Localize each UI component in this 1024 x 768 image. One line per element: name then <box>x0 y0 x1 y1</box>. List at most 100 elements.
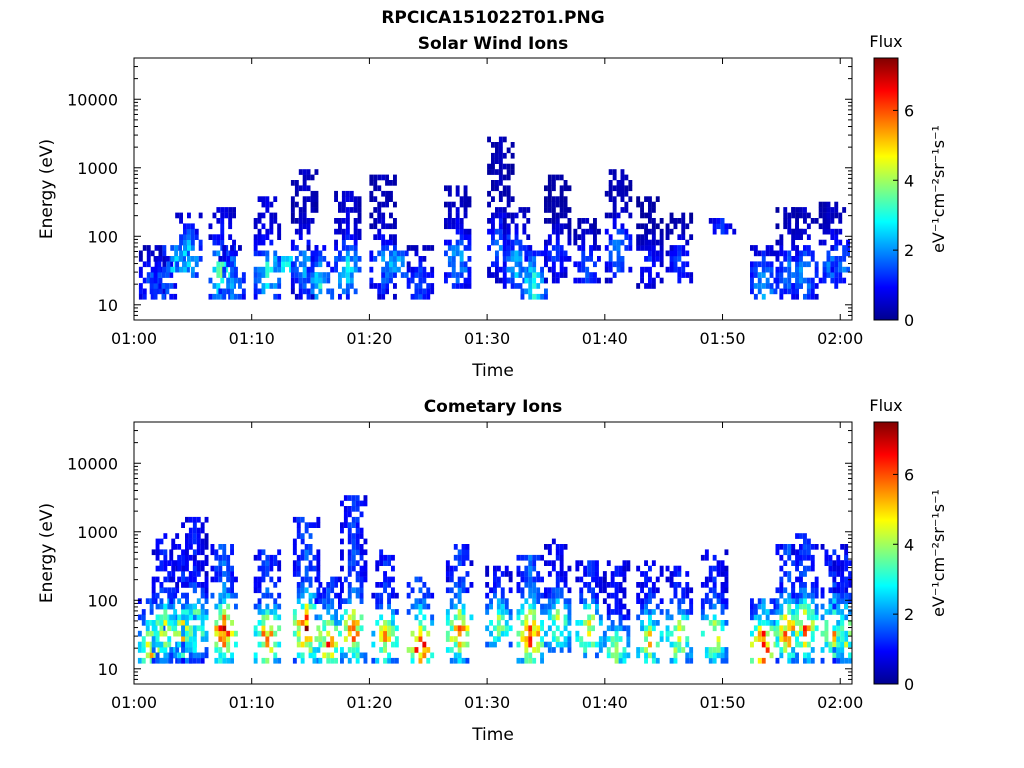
heatmap-cell <box>234 250 238 257</box>
heatmap-cell <box>791 245 796 251</box>
heatmap-cell <box>426 288 431 295</box>
heatmap-cell <box>137 657 142 664</box>
heatmap-cell <box>410 272 415 278</box>
heatmap-cell <box>485 609 490 615</box>
heatmap-cell <box>318 256 323 262</box>
heatmap-cell <box>228 218 233 224</box>
heatmap-cell <box>377 234 382 240</box>
heatmap-cell <box>665 614 670 621</box>
heatmap-cell <box>381 245 386 251</box>
heatmap-cell <box>787 598 792 604</box>
heatmap-cell <box>302 212 307 219</box>
heatmap-cell <box>799 571 803 577</box>
heatmap-cell <box>385 239 389 246</box>
heatmap-cell <box>606 592 611 599</box>
heatmap-cell <box>669 250 674 257</box>
heatmap-cell <box>226 641 231 648</box>
heatmap-cell <box>648 598 652 604</box>
heatmap-cell <box>591 587 595 594</box>
heatmap-cell <box>795 636 799 642</box>
heatmap-cell <box>353 196 358 202</box>
heatmap-cell <box>651 560 656 566</box>
heatmap-cell <box>463 190 468 197</box>
heatmap-cell <box>383 636 387 642</box>
heatmap-cell <box>200 625 205 632</box>
heatmap-cell <box>155 538 160 545</box>
heatmap-cell <box>298 185 303 192</box>
heatmap-cell <box>587 571 592 577</box>
heatmap-cell <box>141 636 146 642</box>
heatmap-cell <box>612 201 617 208</box>
heatmap-cell <box>347 587 352 594</box>
heatmap-cell <box>185 560 189 566</box>
heatmap-cell <box>508 641 513 648</box>
heatmap-cell <box>677 636 682 642</box>
heatmap-cell <box>185 647 189 653</box>
heatmap-cell <box>170 256 175 262</box>
heatmap-cell <box>761 636 766 642</box>
heatmap-cell <box>171 598 176 604</box>
heatmap-cell <box>238 245 242 251</box>
heatmap-cell <box>818 201 823 208</box>
heatmap-cell <box>226 647 231 653</box>
heatmap-cell <box>430 266 435 273</box>
heatmap-cell <box>451 272 456 278</box>
heatmap-cell <box>555 582 560 588</box>
heatmap-cell <box>651 256 656 262</box>
heatmap-cell <box>532 250 537 257</box>
heatmap-cell <box>137 598 142 604</box>
heatmap-cell <box>218 625 223 632</box>
heatmap-cell <box>757 614 762 621</box>
heatmap-cell <box>196 544 201 550</box>
heatmap-cell <box>655 576 660 583</box>
panel-title: Solar Wind Ions <box>418 34 569 54</box>
heatmap-cell <box>724 223 729 230</box>
heatmap-cell <box>316 549 321 556</box>
heatmap-cell <box>257 554 262 561</box>
heatmap-cell <box>791 587 796 594</box>
heatmap-cell <box>181 625 185 632</box>
heatmap-cell <box>622 657 627 664</box>
heatmap-cell <box>188 609 193 615</box>
heatmap-cell <box>340 614 344 621</box>
heatmap-cell <box>648 218 652 224</box>
heatmap-cell <box>628 212 633 219</box>
heatmap-cell <box>173 560 178 566</box>
heatmap-cell <box>659 609 664 615</box>
heatmap-cell <box>520 603 525 610</box>
heatmap-cell <box>455 277 460 284</box>
heatmap-cell <box>343 625 348 632</box>
heatmap-cell <box>155 549 160 556</box>
heatmap-cell <box>185 609 189 615</box>
heatmap-cell <box>502 228 507 235</box>
heatmap-cell <box>212 212 217 219</box>
heatmap-cell <box>669 266 674 273</box>
heatmap-cell <box>314 261 319 268</box>
heatmap-cell <box>290 212 295 219</box>
heatmap-cell <box>269 218 274 224</box>
heatmap-cell <box>186 266 190 273</box>
heatmap-cell <box>371 641 376 648</box>
heatmap-cell <box>502 256 507 262</box>
heatmap-cell <box>532 256 537 262</box>
heatmap-cell <box>343 620 348 626</box>
heatmap-cell <box>230 544 234 550</box>
heatmap-cell <box>712 228 717 235</box>
heatmap-cell <box>253 576 258 583</box>
heatmap-cell <box>514 261 519 268</box>
heatmap-cell <box>567 207 572 213</box>
heatmap-cell <box>318 582 323 588</box>
heatmap-cell <box>322 592 327 599</box>
heatmap-cell <box>347 598 352 604</box>
heatmap-cell <box>453 614 458 621</box>
heatmap-cell <box>183 228 187 235</box>
heatmap-cell <box>708 218 713 224</box>
heatmap-cell <box>273 266 278 273</box>
heatmap-cell <box>485 565 490 572</box>
heatmap-cell <box>655 272 660 278</box>
heatmap-cell <box>810 283 815 289</box>
heatmap-cell <box>626 560 631 566</box>
heatmap-cell <box>651 245 656 251</box>
heatmap-cell <box>149 283 154 289</box>
heatmap-cell <box>610 625 615 632</box>
